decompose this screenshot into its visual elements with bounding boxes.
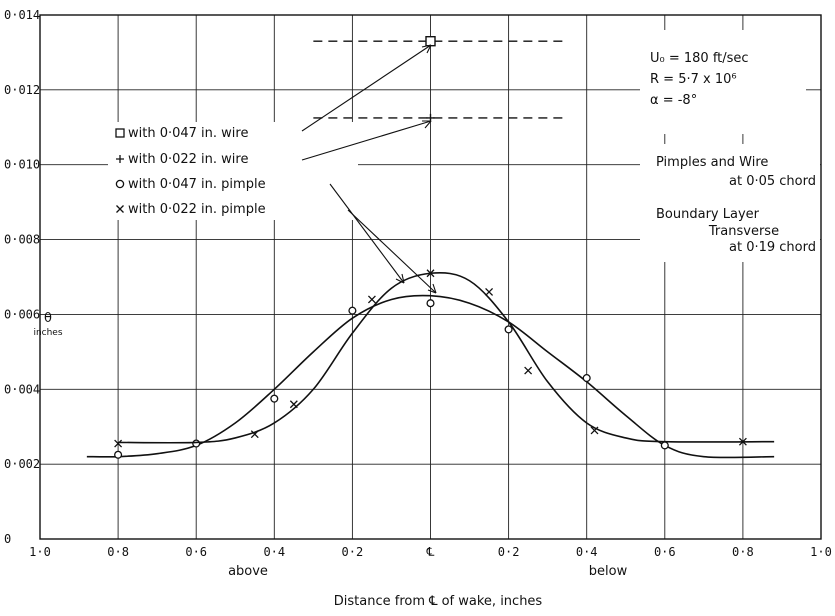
series-layer	[86, 36, 775, 459]
x-tick-label: ℄	[426, 545, 435, 559]
x-marker-icon	[116, 205, 124, 213]
condition-velocity: U₀ = 180 ft/sec	[650, 51, 749, 66]
data-point-series-4	[485, 288, 494, 296]
legend-item-pimple-022: with 0·022 in. pimple	[116, 202, 266, 217]
y-axis-label: θ	[44, 311, 52, 326]
data-point-series-4	[250, 430, 259, 439]
leader-pimple-047	[329, 183, 405, 284]
data-point-series-4	[114, 439, 123, 448]
legend-label-wire-022: with 0·022 in. wire	[128, 152, 248, 167]
legend-label-pimple-047: with 0·047 in. pimple	[128, 177, 266, 192]
x-tick-label: 0·2	[498, 545, 520, 559]
data-point-series-3	[270, 394, 279, 403]
x-tick-label: 0·6	[185, 545, 207, 559]
notes-box: Pimples and Wire at 0·05 chord Boundary …	[640, 144, 820, 262]
conditions-box: U₀ = 180 ft/sec R = 5·7 x 10⁶ α = -8°	[640, 30, 806, 134]
data-point-series-3	[504, 325, 513, 334]
data-point-series-3	[660, 441, 669, 450]
x-tick-label: 0·8	[732, 545, 754, 559]
x-tick-label: 0·2	[342, 545, 364, 559]
x-tick-label: 1·0	[810, 545, 832, 559]
above-label: above	[228, 564, 268, 579]
plus-marker-icon	[116, 155, 124, 163]
x-tick-label: 0·8	[107, 545, 129, 559]
data-point-series-4	[590, 426, 599, 435]
circle-marker-icon	[115, 179, 125, 189]
y-tick-label: 0·008	[4, 233, 40, 247]
y-tick-label: 0·002	[4, 457, 40, 471]
legend-leader-lines	[301, 44, 437, 294]
y-tick-label: 0·014	[4, 8, 40, 22]
data-point-series-4	[524, 366, 533, 375]
y-tick-label: 0·012	[4, 83, 40, 97]
below-label: below	[589, 564, 628, 579]
y-tick-label: 0·010	[4, 158, 40, 172]
legend-item-pimple-047: with 0·047 in. pimple	[115, 177, 266, 192]
data-point-series-4	[738, 437, 747, 446]
x-axis-label: Distance from ℄ of wake, inches	[334, 594, 543, 609]
square-marker-icon	[115, 128, 125, 138]
data-point-series-3	[348, 306, 357, 315]
arrowhead-wire-047	[421, 44, 432, 54]
note-transverse-chord: at 0·19 chord	[729, 240, 816, 255]
x-tick-label: 0·6	[654, 545, 676, 559]
arrowhead-wire-022	[422, 120, 432, 129]
legend-item-wire-022: with 0·022 in. wire	[116, 152, 248, 167]
y-tick-label: 0·006	[4, 307, 40, 321]
note-pimples-wire: Pimples and Wire	[656, 155, 768, 170]
leader-wire-047	[301, 44, 432, 132]
arrowhead-pimple-022	[427, 283, 437, 294]
y-axis-ticks: 0 0·002 0·004 0·006 0·008 0·010 0·012 0·014	[4, 8, 40, 546]
y-tick-label: 0·004	[4, 382, 40, 396]
note-pimples-wire-chord: at 0·05 chord	[729, 174, 816, 189]
x-tick-label: 1·0	[29, 545, 51, 559]
data-point-series-4	[426, 269, 435, 278]
data-point-series-3	[582, 374, 591, 383]
legend: with 0·047 in. wire with 0·022 in. wire …	[108, 44, 437, 294]
x-axis-ticks: 1·0 0·8 0·6 0·4 0·2 ℄ 0·2 0·4 0·6 0·8 1·0	[29, 545, 832, 559]
leader-pimple-022	[347, 209, 437, 294]
x-tick-label: 0·4	[263, 545, 285, 559]
condition-alpha: α = -8°	[650, 93, 697, 108]
series-curve-4	[118, 271, 775, 444]
data-point-series-4	[367, 295, 376, 304]
legend-label-pimple-022: with 0·022 in. pimple	[128, 202, 266, 217]
condition-reynolds: R = 5·7 x 10⁶	[650, 72, 737, 87]
legend-label-wire-047: with 0·047 in. wire	[128, 126, 248, 141]
data-point-series-1	[425, 36, 436, 47]
y-axis-unit: inches	[33, 328, 62, 338]
leader-wire-022	[301, 120, 432, 161]
note-boundary-layer: Boundary Layer	[656, 207, 760, 222]
data-point-series-3	[114, 450, 123, 459]
y-tick-label: 0	[4, 532, 11, 546]
data-point-series-3	[426, 299, 435, 308]
legend-item-wire-047: with 0·047 in. wire	[115, 126, 248, 141]
x-tick-label: 0·4	[576, 545, 598, 559]
data-point-series-3	[192, 439, 201, 448]
note-transverse: Transverse	[708, 224, 779, 239]
plot-frame	[39, 14, 822, 540]
arrowhead-pimple-047	[395, 273, 405, 284]
data-point-series-4	[289, 400, 298, 409]
